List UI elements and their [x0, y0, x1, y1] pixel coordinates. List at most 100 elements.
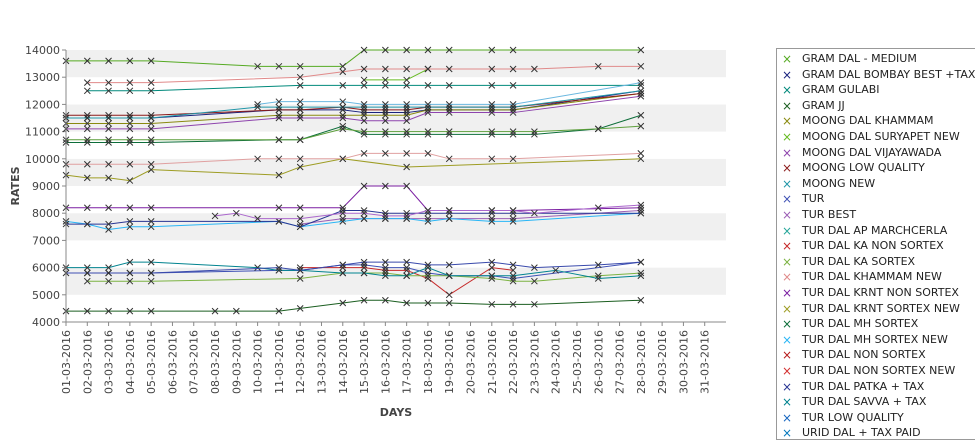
data-point [403, 103, 410, 111]
legend-marker-icon: × [781, 114, 793, 129]
data-point [296, 103, 304, 111]
x-tick-label: 14-03-2016 [337, 330, 350, 394]
x-tick-label: 07-03-2016 [188, 330, 201, 394]
data-point [105, 125, 112, 133]
data-point [296, 305, 304, 312]
data-point [488, 155, 496, 163]
data-point [126, 139, 134, 146]
x-tick-label: 31-03-2016 [699, 330, 712, 394]
data-point [360, 296, 368, 304]
x-tick-label: 15-03-2016 [358, 330, 371, 394]
legend-marker-icon: × [781, 52, 793, 66]
data-point [105, 114, 112, 122]
data-point [403, 150, 410, 157]
data-point [403, 272, 410, 280]
data-point [594, 125, 602, 133]
data-point [637, 272, 645, 280]
data-point [382, 46, 389, 54]
y-tick-label: 7000 [32, 234, 60, 247]
legend-label: MOONG DAL VIJAYAWADA [802, 145, 942, 159]
data-point [339, 299, 347, 307]
series-14 [83, 62, 645, 86]
data-point [105, 226, 112, 233]
x-axis-ticks: 01-03-2016 02-03-2016 03-03-2016 04-03-2016… [60, 322, 712, 394]
y-axis-title: RATES [9, 166, 22, 205]
x-tick-label: 06-03-2016 [166, 330, 179, 394]
data-point [296, 163, 304, 171]
data-point [424, 218, 432, 225]
data-point [147, 57, 155, 65]
data-point [339, 218, 347, 225]
data-point [424, 101, 432, 108]
data-point [637, 207, 645, 214]
legend-label: MOONG DAL KHAMMAM [802, 114, 934, 128]
data-point [211, 212, 219, 220]
data-point [531, 264, 538, 271]
data-point [83, 57, 91, 65]
data-point [360, 215, 368, 222]
data-point [339, 62, 347, 70]
data-point [339, 261, 347, 269]
data-point [488, 272, 496, 280]
data-point [105, 87, 112, 95]
data-point [83, 111, 91, 119]
data-point [445, 46, 453, 54]
data-point [488, 109, 496, 116]
data-point [424, 269, 432, 277]
data-point [424, 82, 432, 89]
data-point [105, 120, 112, 127]
legend-marker-icon: × [781, 332, 793, 347]
y-axis-ticks: 4000 5000 6000 7000 8000 9000 10000 11000 12000 1… [25, 44, 66, 329]
data-point [445, 128, 453, 135]
data-point [531, 209, 538, 217]
data-point [382, 272, 389, 280]
data-point [382, 117, 389, 125]
y-tick-label: 5000 [32, 289, 60, 302]
legend-marker-icon: × [781, 426, 793, 440]
data-point [126, 277, 134, 285]
series-layer [62, 46, 645, 315]
data-point [126, 307, 134, 315]
data-point [403, 130, 410, 138]
series-line [66, 93, 641, 124]
x-tick-label: 05-03-2016 [145, 330, 158, 394]
series-26 [62, 150, 645, 168]
legend-label: GRAM JJ [802, 98, 845, 112]
data-point [445, 261, 453, 269]
legend-marker-icon: × [781, 364, 793, 378]
x-tick-label: 09-03-2016 [230, 330, 243, 394]
data-point [360, 111, 368, 119]
data-point [83, 204, 91, 212]
data-point [83, 174, 91, 182]
data-point [360, 109, 368, 116]
legend-marker-icon: × [781, 317, 793, 332]
data-point [360, 258, 368, 266]
x-axis-title: DAYS [380, 406, 413, 419]
legend-marker-icon: × [781, 208, 793, 222]
legend-label: TUR DAL KRNT SORTEX NEW [802, 301, 960, 315]
data-point [445, 130, 453, 138]
grid-band [66, 294, 726, 322]
data-point [445, 103, 453, 111]
data-point [403, 299, 410, 307]
data-point [275, 218, 283, 225]
data-point [424, 65, 432, 73]
data-point [275, 307, 283, 315]
data-point [126, 269, 134, 277]
data-point [637, 92, 645, 100]
data-point [382, 111, 389, 119]
data-point [424, 130, 432, 138]
data-point [232, 209, 240, 217]
data-point [105, 136, 112, 144]
legend-label: MOONG NEW [802, 176, 876, 190]
data-point [488, 46, 496, 54]
series-line [300, 209, 641, 225]
data-point [83, 114, 91, 122]
data-point [296, 98, 304, 106]
x-tick-label: 02-03-2016 [81, 330, 94, 394]
series-28 [62, 122, 645, 144]
data-point [83, 125, 91, 133]
legend-marker-icon: × [781, 161, 793, 176]
legend-label: TUR LOW QUALITY [802, 410, 904, 424]
data-point [382, 76, 389, 84]
